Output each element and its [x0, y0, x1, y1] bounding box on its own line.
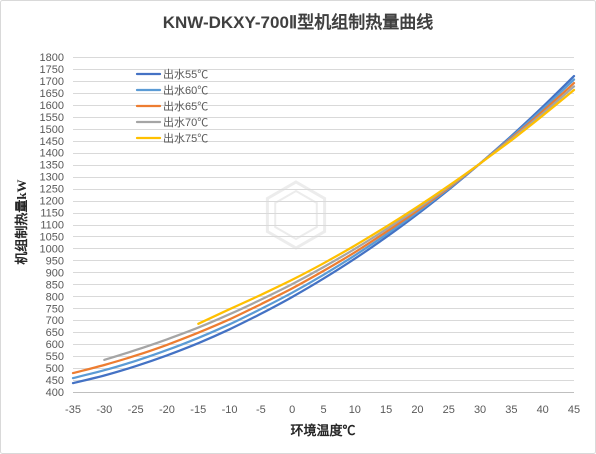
x-tick-label: -35: [65, 404, 81, 416]
legend-item: 出水65℃: [135, 99, 208, 113]
y-tick-label: 1400: [40, 148, 64, 160]
watermark-hexagon-inner: [274, 189, 318, 241]
y-tick-label: 1250: [40, 184, 64, 196]
legend: 出水55℃ 出水60℃ 出水65℃ 出水70℃ 出水75℃: [135, 67, 208, 145]
legend-label: 出水70℃: [163, 115, 208, 129]
y-tick-label: 1500: [40, 124, 64, 136]
y-tick-label: 1800: [40, 52, 64, 64]
x-tick-labels: -35 -30 -25 -20 -15 -10 -5 0 5 10 15 20 25 30 35 40 45: [65, 404, 580, 416]
y-tick-label: 1000: [40, 243, 64, 255]
y-tick-label: 1200: [40, 196, 64, 208]
y-tick-label: 700: [46, 315, 64, 327]
x-tick-label: 40: [537, 404, 549, 416]
x-tick-label: 0: [289, 404, 295, 416]
legend-item: 出水70℃: [135, 115, 208, 129]
chart-title: KNW-DKXY-700Ⅱ型机组制热量曲线: [162, 13, 434, 32]
y-tick-label: 1600: [40, 100, 64, 112]
x-tick-label: 45: [568, 404, 580, 416]
x-axis-title: 环境温度℃: [290, 423, 356, 438]
x-tick-label: -5: [256, 404, 266, 416]
x-tick-label: -25: [128, 404, 144, 416]
x-tick-label: 25: [443, 404, 455, 416]
y-tick-label: 1300: [40, 172, 64, 184]
y-tick-label: 1700: [40, 76, 64, 88]
legend-label: 出水75℃: [163, 131, 208, 145]
x-tick-label: 15: [380, 404, 392, 416]
y-tick-label: 1650: [40, 88, 64, 100]
x-tick-label: 35: [505, 404, 517, 416]
x-tick-label: -20: [159, 404, 175, 416]
y-tick-label: 400: [46, 387, 64, 399]
y-tick-label: 600: [46, 339, 64, 351]
x-tick-label: -10: [222, 404, 238, 416]
x-tick-label: 5: [320, 404, 326, 416]
legend-item: 出水75℃: [135, 131, 208, 145]
x-tick-label: 20: [411, 404, 423, 416]
x-tick-label: 30: [474, 404, 486, 416]
y-tick-label: 1350: [40, 160, 64, 172]
y-tick-label: 850: [46, 279, 64, 291]
x-tick-label: -15: [190, 404, 206, 416]
y-tick-label: 950: [46, 255, 64, 267]
y-tick-label: 1750: [40, 64, 64, 76]
legend-label: 出水55℃: [163, 67, 208, 81]
legend-item: 出水55℃: [135, 67, 208, 81]
y-tick-label: 1100: [40, 220, 64, 232]
x-tick-label: 10: [349, 404, 361, 416]
y-tick-labels: 4004505005506006507007508008509009501000…: [40, 52, 64, 399]
legend-label: 出水65℃: [163, 99, 208, 113]
y-tick-label: 450: [46, 375, 64, 387]
y-tick-label: 750: [46, 303, 64, 315]
y-tick-label: 1050: [40, 231, 64, 243]
y-tick-label: 550: [46, 351, 64, 363]
series-line-5: [197, 88, 576, 325]
y-tick-label: 500: [46, 363, 64, 375]
legend-label: 出水60℃: [163, 83, 208, 97]
y-axis-title: 机组制热量kW: [14, 179, 29, 265]
y-tick-label: 650: [46, 327, 64, 339]
legend-item: 出水60℃: [135, 83, 208, 97]
y-tick-label: 800: [46, 291, 64, 303]
y-tick-label: 1150: [40, 208, 64, 220]
y-tick-label: 1550: [40, 112, 64, 124]
y-tick-label: 1450: [40, 136, 64, 148]
y-tick-label: 900: [46, 267, 64, 279]
series-lines: [71, 74, 576, 385]
x-tick-label: -30: [96, 404, 112, 416]
